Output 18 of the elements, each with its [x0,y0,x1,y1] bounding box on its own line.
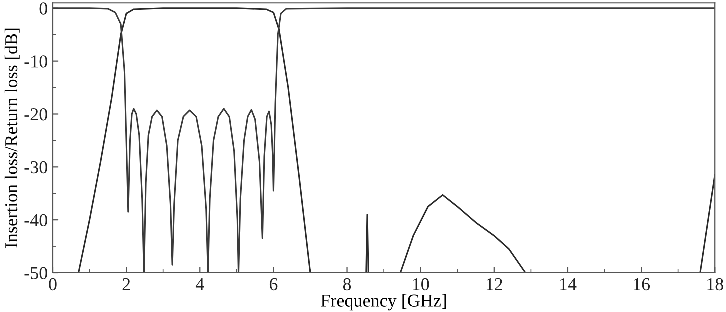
x-tick-label: 12 [486,278,502,290]
x-tick-label: 4 [196,278,204,290]
y-tick-label: -20 [24,108,48,121]
x-tick-label: 18 [708,278,724,291]
x-tick-label: 0 [49,278,57,291]
x-axis-title: Frequency [GHz] [321,294,446,311]
y-tick-label: -30 [24,161,48,174]
y-axis-title: Insertion loss/Return loss [dB] [4,28,20,248]
x-tick-label: 16 [634,278,650,291]
x-tick-label: 8 [343,278,352,291]
x-tick-label: 14 [560,278,577,290]
y-tick-label: -40 [24,214,48,227]
x-tick-label: 10 [413,278,430,291]
y-tick-label: 0 [40,2,48,15]
x-tick-label: 2 [122,278,130,290]
x-tick-label: 6 [270,278,278,291]
y-tick-label: -10 [24,56,48,68]
y-tick-label: -50 [24,267,48,280]
